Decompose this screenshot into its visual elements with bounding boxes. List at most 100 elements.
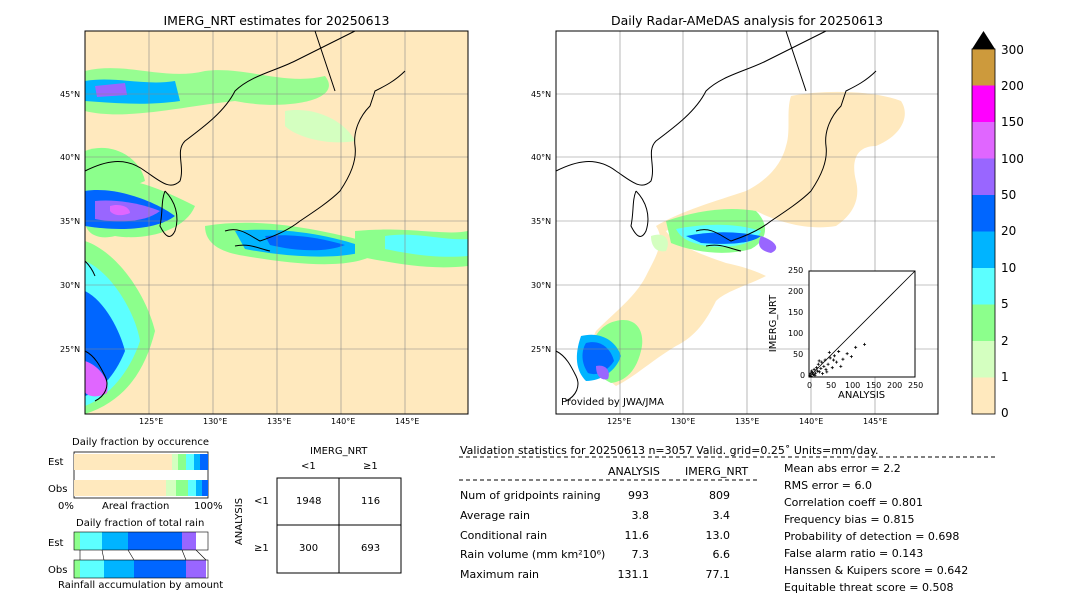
occ-est-seg-3: [186, 454, 194, 470]
scatter-point: [811, 372, 815, 376]
colorbar-segment: [972, 195, 995, 232]
scatter-point: [826, 362, 830, 366]
left-precip-field: [85, 68, 468, 414]
left-map-coastlines: [84, 30, 406, 402]
colorbar-segment: [972, 85, 995, 122]
validation-row-label: Rain volume (mm km²10⁶): [460, 548, 606, 561]
colorbar-segment: [972, 231, 995, 268]
scatter-point: [832, 358, 836, 362]
scatter-point: [830, 366, 834, 370]
validation-row-imerg: 6.6: [712, 548, 731, 561]
right-lon-140: 140°E: [799, 417, 824, 426]
scatter-point: [835, 360, 839, 364]
occ-obs-seg-5: [202, 480, 208, 496]
occ-obs-seg-0: [74, 480, 166, 496]
tr-est-seg-3: [128, 532, 182, 550]
right-map-coastlines: [555, 30, 877, 402]
colorbar-segment: [972, 158, 995, 195]
scatter-ytick-0: 0: [800, 371, 806, 380]
scatter-point: [823, 358, 827, 362]
left-lon-140: 140°E: [331, 417, 356, 426]
scatter-point: [809, 374, 813, 378]
validation-row-analysis: 11.6: [624, 529, 650, 542]
scatter-point: [827, 350, 831, 354]
validation-header-rule: [459, 456, 997, 458]
scatter-point: [845, 352, 849, 356]
tr-est-seg-2: [102, 532, 128, 550]
occ-obs-seg-4: [196, 480, 202, 496]
validation-row-label: Average rain: [460, 509, 530, 522]
occurrence-axis-left: 0%: [58, 501, 74, 512]
scatter-point: [825, 370, 829, 374]
scatter-point: [813, 371, 817, 375]
scatter-xtick-150: 150: [866, 381, 882, 390]
occ-est-seg-4: [194, 454, 200, 470]
occurrence-bars: [73, 451, 209, 499]
score-frequency-bias: Frequency bias = 0.815: [784, 513, 915, 526]
scatter-point: [815, 369, 819, 373]
validation-row-label: Conditional rain: [460, 529, 548, 542]
validation-col-analysis: ANALYSIS: [608, 465, 660, 478]
occ-est-seg-5: [200, 454, 208, 470]
scatter-point: [810, 369, 814, 373]
scatter-point: [817, 359, 821, 363]
tr-obs-seg-0: [74, 560, 80, 578]
scatter-xtick-200: 200: [887, 381, 903, 390]
scatter-ylabel: IMERG_NRT: [768, 294, 780, 353]
score-pod: Probability of detection = 0.698: [784, 530, 960, 543]
left-lon-130: 130°E: [203, 417, 228, 426]
contingency-cell-22: 693: [361, 543, 381, 554]
left-lon-145: 145°E: [395, 417, 420, 426]
scatter-point: [841, 357, 845, 361]
scatter-point: [837, 350, 841, 354]
colorbar-tick-10: 10: [1001, 261, 1017, 275]
scatter-ytick-150: 150: [788, 308, 804, 317]
right-map-title: Daily Radar-AMeDAS analysis for 20250613: [610, 13, 884, 28]
right-lon-130: 130°E: [671, 417, 696, 426]
occ-obs-seg-2: [176, 480, 188, 496]
scatter-xtick-0: 0: [807, 381, 813, 390]
occurrence-title: Daily fraction by occurence: [72, 437, 210, 448]
colorbar: [971, 31, 996, 415]
scatter-plot: [808, 270, 916, 378]
score-hk: Hanssen & Kuipers score = 0.642: [784, 564, 969, 577]
colorbar-segment: [972, 304, 995, 341]
tr-obs-seg-1: [80, 560, 104, 578]
contingency-row-title: ANALYSIS: [234, 497, 246, 546]
colorbar-segment: [972, 377, 995, 414]
validation-row-analysis: 7.3: [631, 548, 650, 561]
tr-obs-seg-2: [104, 560, 134, 578]
scatter-point: [828, 356, 832, 360]
scatter-point: [854, 345, 858, 349]
occ-est-seg-2: [178, 454, 186, 470]
scatter-point: [821, 372, 825, 376]
contingency-row-lt: <1: [254, 496, 269, 507]
validation-row-imerg: 13.0: [705, 529, 731, 542]
colorbar-tick-20: 20: [1001, 224, 1017, 238]
right-lat-45: 45°N: [531, 90, 552, 99]
scatter-point: [863, 342, 867, 346]
occurrence-axis-right: 100%: [194, 501, 223, 512]
scatter-point: [812, 367, 816, 371]
score-rms: RMS error = 6.0: [784, 479, 872, 492]
scatter-point: [819, 367, 823, 371]
scatter-point: [808, 372, 812, 376]
total-rain-bars: [73, 531, 209, 579]
contingency-cell-11: 1948: [296, 496, 322, 507]
contingency-cell-21: 300: [299, 543, 319, 554]
validation-row-analysis: 3.8: [631, 509, 650, 522]
left-lon-135: 135°E: [267, 417, 292, 426]
occurrence-obs-label: Obs: [48, 484, 68, 495]
right-lat-25: 25°N: [531, 345, 552, 354]
scatter-point: [832, 354, 836, 358]
colorbar-tick-0: 0: [1001, 406, 1009, 420]
scatter-xtick-250: 250: [908, 381, 924, 390]
colorbar-tick-200: 200: [1001, 79, 1024, 93]
scatter-point: [818, 370, 822, 374]
scatter-ytick-50: 50: [793, 350, 804, 359]
right-precip-field: [576, 91, 905, 386]
contingency-cell-12: 116: [361, 496, 381, 507]
contingency-col-lt: <1: [301, 461, 316, 472]
left-lon-125: 125°E: [139, 417, 164, 426]
right-lon-125: 125°E: [607, 417, 632, 426]
